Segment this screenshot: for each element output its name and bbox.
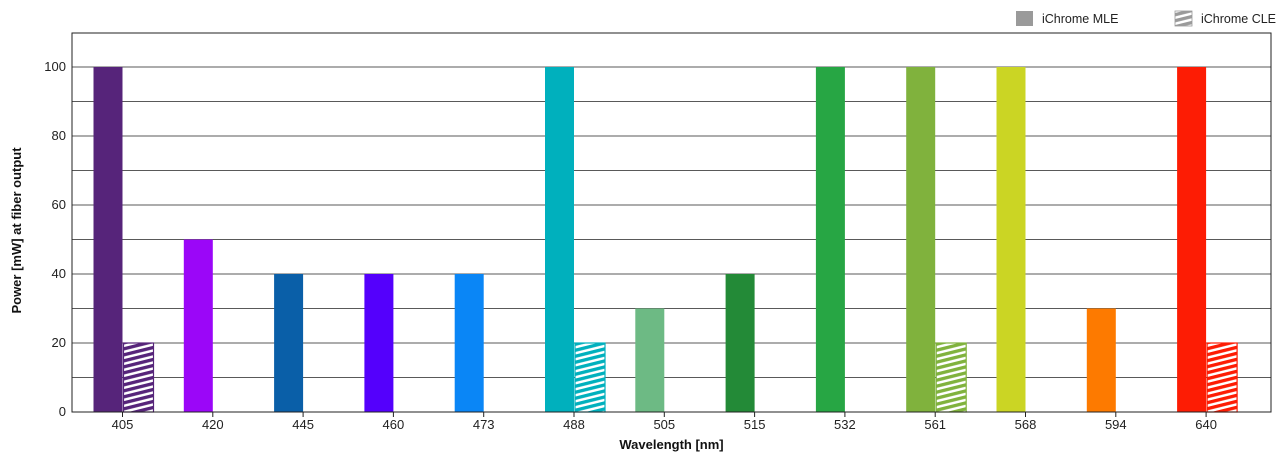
bar-mle-594: [1086, 308, 1116, 412]
bar-mle-420: [183, 239, 213, 412]
bar-mle-473: [454, 274, 484, 412]
x-tick-label: 488: [563, 417, 585, 432]
legend-label: iChrome MLE: [1042, 12, 1118, 26]
x-axis-label: Wavelength [nm]: [619, 437, 723, 452]
bar-cle-405: [122, 342, 155, 413]
bar-mle-445: [274, 274, 304, 412]
y-tick-label: 40: [52, 266, 66, 281]
legend-swatch-mle: [1016, 11, 1033, 26]
x-tick-label: 460: [383, 417, 405, 432]
x-tick-label: 505: [653, 417, 675, 432]
y-tick-label: 80: [52, 128, 66, 143]
x-tick-label: 594: [1105, 417, 1127, 432]
x-tick-label: 532: [834, 417, 856, 432]
x-tick-label: 561: [924, 417, 946, 432]
plot-frame: [71, 32, 1272, 413]
bar-mle-505: [635, 308, 665, 412]
bar-mle-568: [996, 67, 1026, 412]
bar-mle-561: [906, 67, 936, 412]
bar-mle-532: [815, 67, 845, 412]
x-tick-label: 445: [292, 417, 314, 432]
y-tick-label: 60: [52, 197, 66, 212]
bar-mle-488: [545, 67, 574, 412]
legend-label: iChrome CLE: [1201, 12, 1276, 26]
axes: 0 20 40 60 80 100 405 420 445 460 473 488 505 515 532 5…: [44, 32, 1272, 432]
x-tick-label: 420: [202, 417, 224, 432]
grid-lines: [72, 66, 1271, 378]
bars: [93, 67, 1238, 413]
y-tick-label: 20: [52, 335, 66, 350]
x-tick-label: 568: [1015, 417, 1037, 432]
bar-mle-460: [364, 274, 394, 412]
x-tick-label: 515: [744, 417, 766, 432]
bar-mle-515: [725, 274, 755, 412]
x-tick-label: 473: [473, 417, 495, 432]
bar-mle-640: [1177, 67, 1207, 412]
x-tick-label: 640: [1195, 417, 1217, 432]
y-tick-label: 100: [44, 59, 66, 74]
y-axis-label: Power [mW] at fiber output: [9, 147, 24, 314]
legend-swatch-cle: [1174, 10, 1193, 27]
bar-cle-640: [1206, 342, 1238, 413]
bar-mle-405: [93, 67, 123, 412]
legend: iChrome MLE iChrome CLE: [1016, 10, 1276, 27]
bar-cle-561: [935, 342, 967, 413]
bar-cle-488: [574, 342, 606, 413]
x-tick-label: 405: [112, 417, 134, 432]
y-tick-label: 0: [59, 404, 66, 419]
